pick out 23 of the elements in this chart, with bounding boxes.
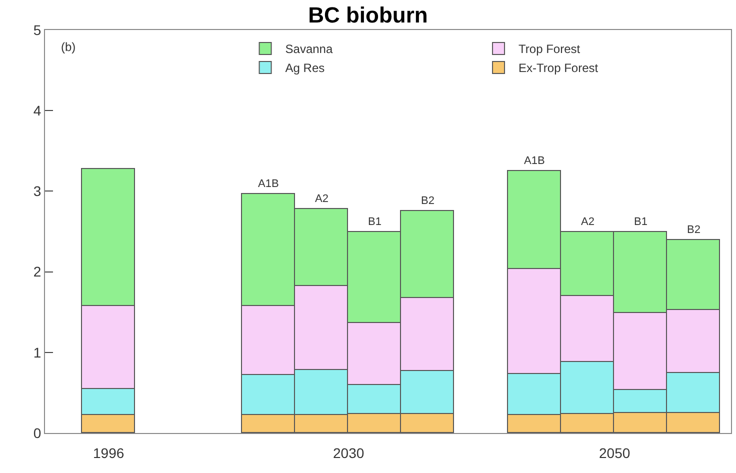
y-tick-label: 3 — [33, 183, 42, 200]
legend-label: Savanna — [285, 42, 333, 56]
x-tick-label: A2 — [315, 193, 328, 205]
legend-label: Trop Forest — [518, 42, 581, 56]
text: 2030 — [333, 445, 364, 461]
x-tick-label: B1 — [368, 216, 382, 228]
y-tick-label: 5 — [33, 22, 42, 38]
legend-label: Ex-Trop Forest — [518, 61, 599, 76]
text: 1996 — [93, 445, 124, 461]
x-tick-label: A1B — [258, 178, 279, 190]
y-tick-label: 4 — [33, 102, 42, 118]
y-tick-label: 0 — [33, 424, 42, 441]
x-tick-label: B1 — [634, 216, 648, 228]
annotation: (b) — [61, 40, 76, 54]
text: 2050 — [599, 445, 630, 461]
x-tick-label: A2 — [581, 216, 594, 228]
x-tick-label: B2 — [421, 195, 434, 207]
chart-title: BC bioburn — [308, 2, 428, 28]
x-tick-label: B2 — [687, 224, 700, 236]
x-tick-label: A1B — [524, 155, 545, 167]
y-tick-label: 1 — [33, 344, 42, 360]
y-tick-label: 2 — [33, 264, 42, 280]
legend-label: Ag Res — [285, 61, 325, 76]
